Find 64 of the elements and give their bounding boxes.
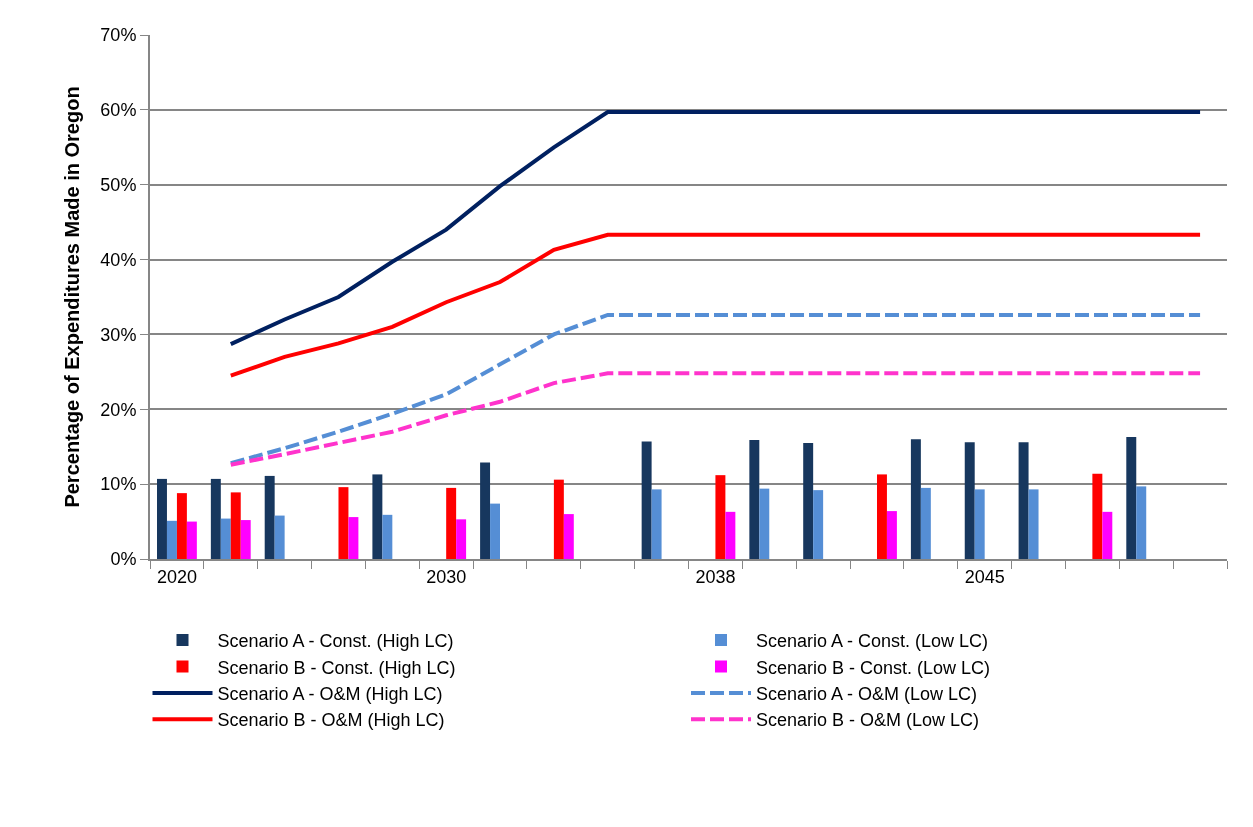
legend-label: Scenario A - O&M (High LC) xyxy=(217,683,443,704)
legend-label: Scenario A - O&M (Low LC) xyxy=(756,683,978,704)
bar xyxy=(651,489,662,559)
bar xyxy=(186,521,197,559)
bar xyxy=(964,442,975,559)
legend-label: Scenario B - Const. (Low LC) xyxy=(756,657,991,678)
bar xyxy=(803,442,814,559)
bar xyxy=(274,515,285,559)
bar xyxy=(715,475,726,559)
bar xyxy=(220,518,231,559)
y-tick-label: 70% xyxy=(100,25,137,46)
bar xyxy=(480,462,491,559)
bar xyxy=(759,488,770,559)
bar xyxy=(974,489,985,559)
y-tick-label: 40% xyxy=(100,249,137,270)
bar xyxy=(382,514,393,559)
y-tick-label: 60% xyxy=(100,100,137,121)
x-tick-label: 2038 xyxy=(695,566,736,587)
y-tick-label: 30% xyxy=(100,324,137,345)
bar xyxy=(1092,473,1103,559)
bar xyxy=(456,519,467,559)
line-series xyxy=(228,110,1203,347)
y-axis-title: Percentage of Expenditures Made in Oregon xyxy=(61,86,84,508)
legend-label: Scenario B - O&M (Low LC) xyxy=(756,710,980,731)
line-series xyxy=(228,232,1203,378)
bar xyxy=(813,490,824,559)
bar xyxy=(553,479,564,559)
bar xyxy=(1126,436,1137,559)
bar xyxy=(264,475,275,559)
bar xyxy=(338,487,349,559)
bar xyxy=(230,492,241,559)
bar xyxy=(1028,489,1039,559)
line-series xyxy=(228,371,1203,467)
legend-label: Scenario B - O&M (High LC) xyxy=(217,710,445,731)
bar xyxy=(641,441,652,559)
bar xyxy=(920,487,931,559)
legend-label: Scenario A - Const. (Low LC) xyxy=(756,631,989,652)
bar xyxy=(886,511,897,559)
y-tick-label: 50% xyxy=(100,175,137,196)
bar xyxy=(725,511,736,559)
y-tick-label: 20% xyxy=(100,399,137,420)
bar xyxy=(210,478,221,559)
bar xyxy=(749,439,760,559)
bar xyxy=(563,514,574,559)
bar xyxy=(372,474,383,559)
bar xyxy=(446,487,457,559)
y-tick-label: 10% xyxy=(100,474,137,495)
bar xyxy=(240,520,251,559)
bar xyxy=(176,493,187,559)
bar xyxy=(157,478,167,559)
bar xyxy=(1136,486,1147,559)
bar xyxy=(1018,442,1029,559)
bar xyxy=(1102,511,1113,559)
bar xyxy=(348,517,359,559)
legend-label: Scenario A - Const. (High LC) xyxy=(217,631,454,652)
x-tick-label: 2045 xyxy=(964,566,1005,587)
bar xyxy=(876,474,887,559)
y-tick-label: 0% xyxy=(110,549,137,570)
bar xyxy=(910,439,921,559)
bar xyxy=(490,503,501,559)
bar xyxy=(166,520,177,559)
legend-label: Scenario B - Const. (High LC) xyxy=(217,657,456,678)
x-tick-label: 2020 xyxy=(156,566,197,587)
x-tick-label: 2030 xyxy=(426,566,467,587)
